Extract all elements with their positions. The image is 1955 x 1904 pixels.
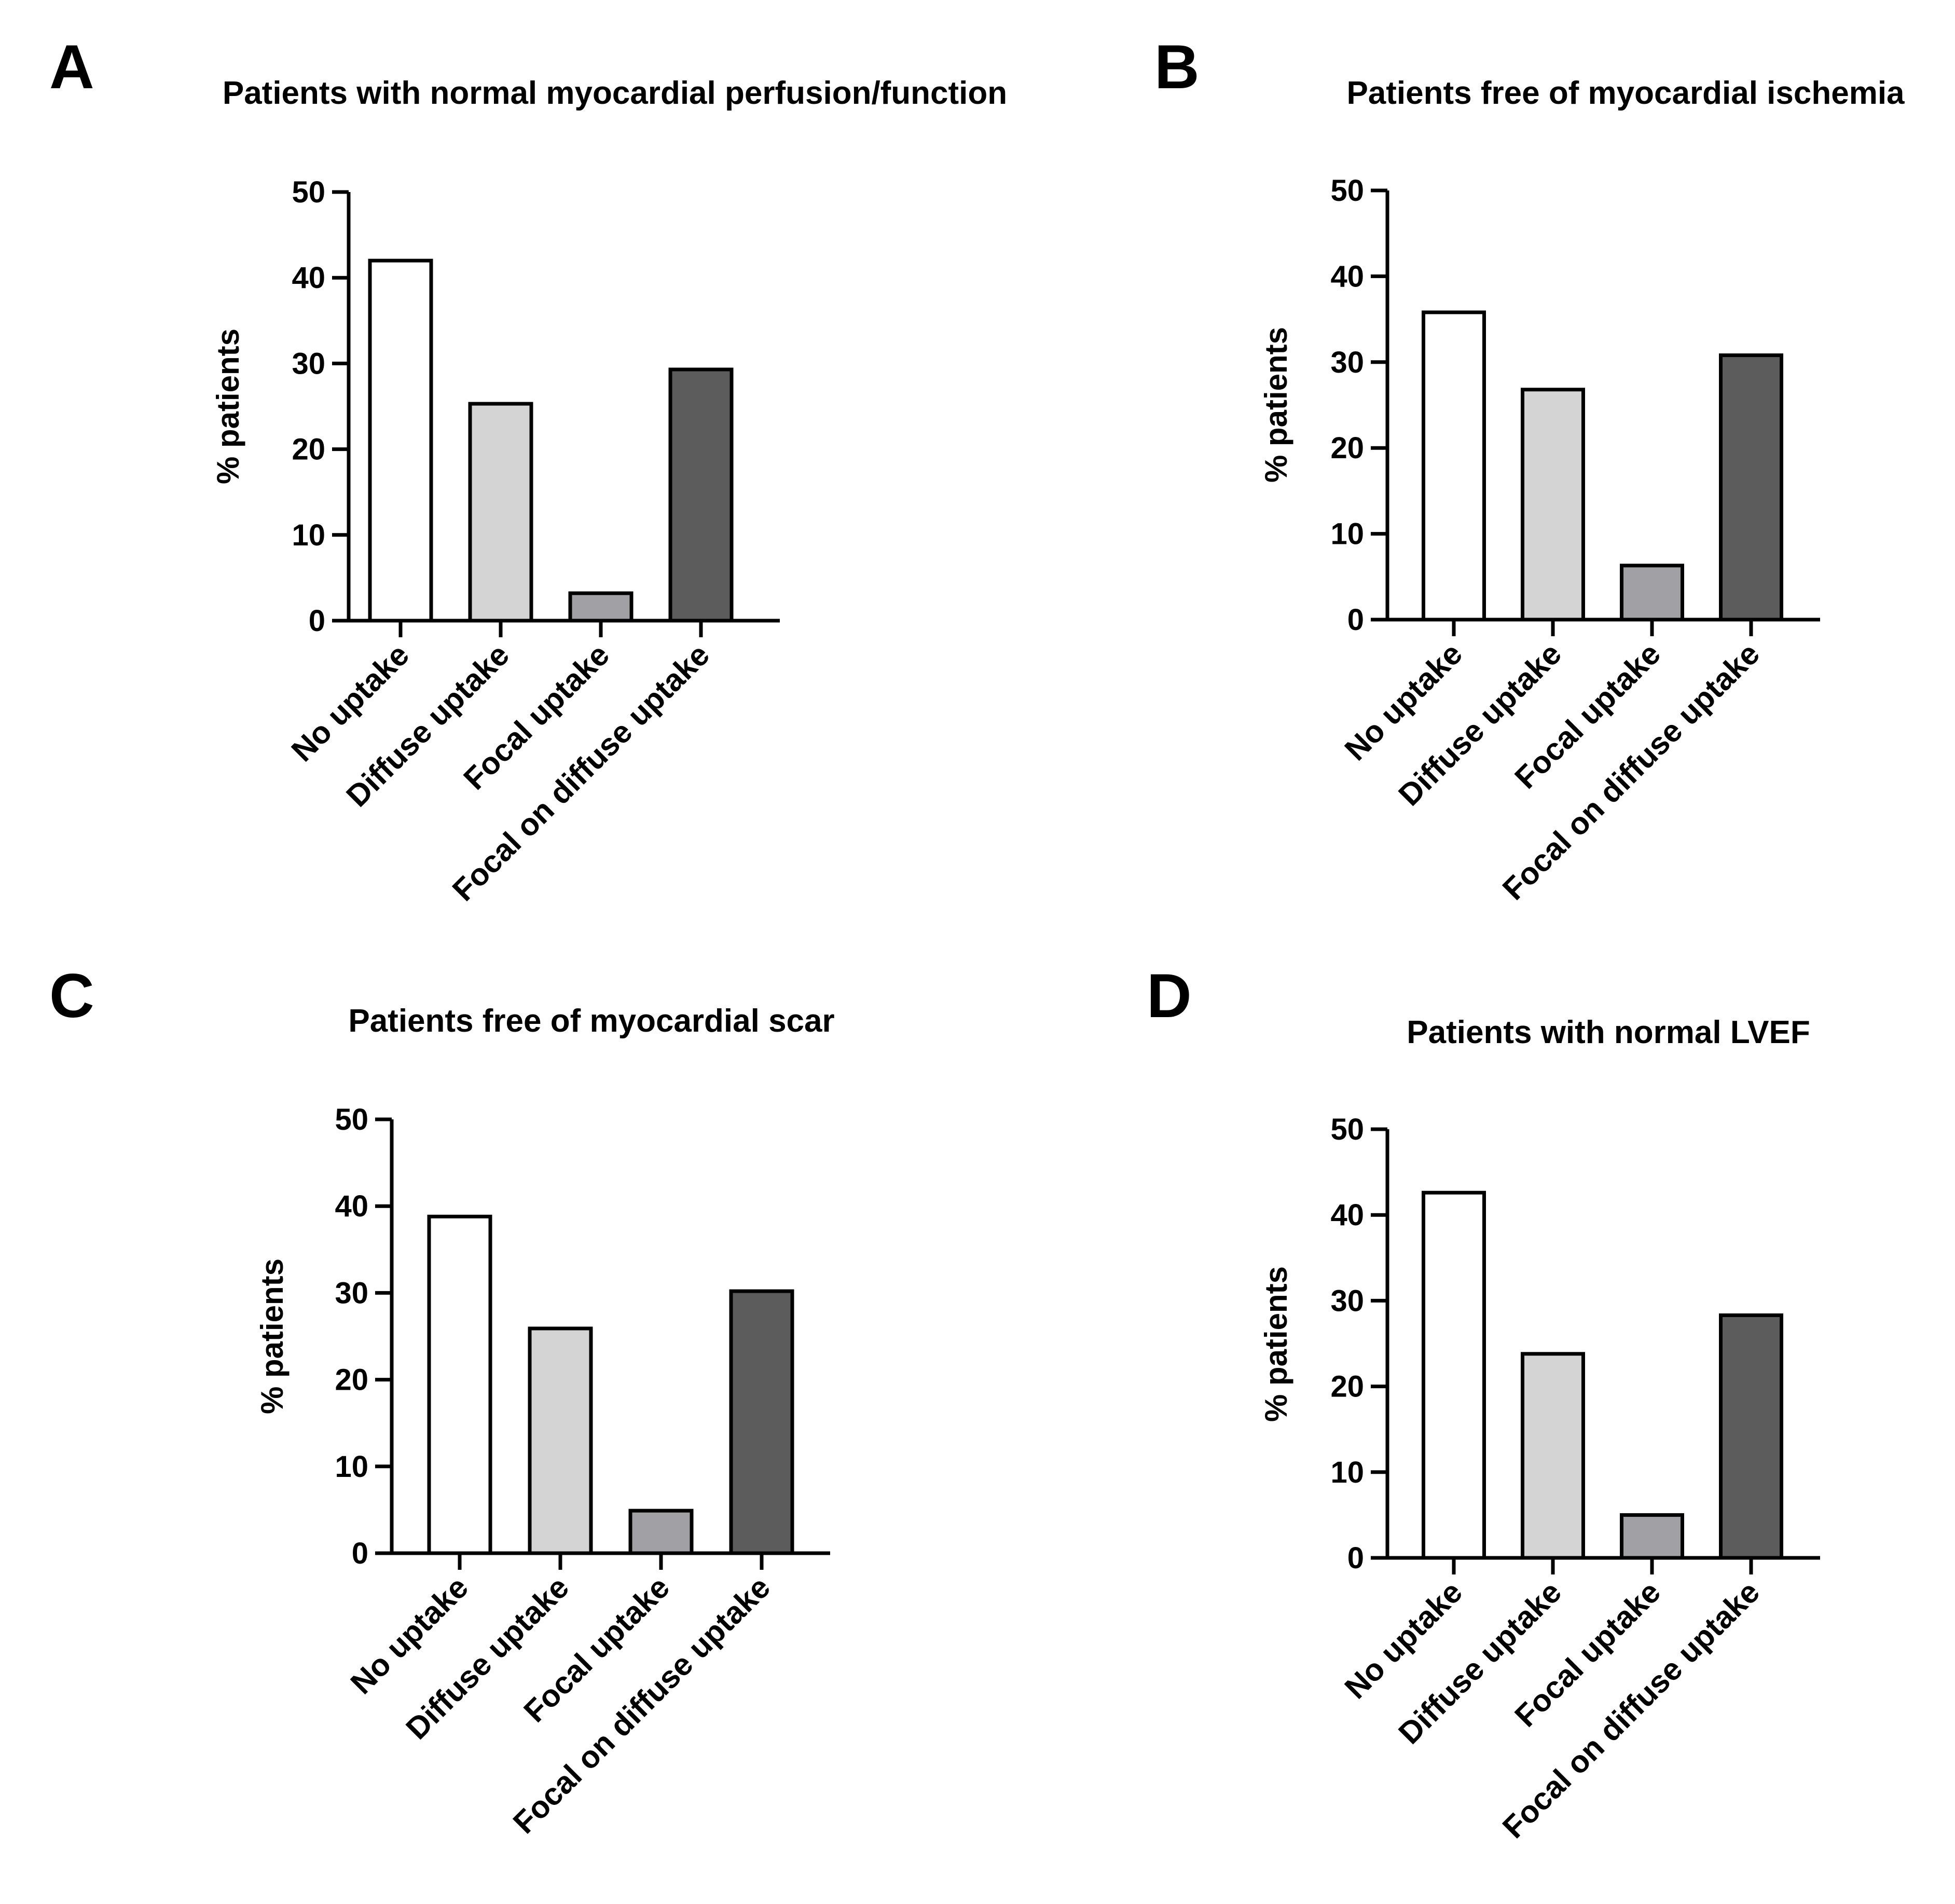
bar-b-1 — [1422, 310, 1486, 622]
bar-b-2 — [1521, 388, 1585, 622]
bar-d-3 — [1620, 1513, 1684, 1560]
y-tick-label-c-40: 40 — [335, 1189, 368, 1223]
panel-letter-b: B — [1154, 32, 1200, 102]
bar-a-4 — [668, 367, 734, 623]
chart-title-c: Patients free of myocardial scar — [348, 1003, 834, 1039]
panel-letter-d: D — [1147, 961, 1192, 1031]
y-axis-label-c: % patients — [255, 1258, 290, 1414]
y-tick-label-b-20: 20 — [1330, 431, 1364, 465]
chart-panel-b: B Patients free of myocardial ischemia 0 10… — [1154, 32, 1905, 907]
chart-title-b: Patients free of myocardial ischemia — [1346, 75, 1905, 111]
bar-c-2 — [528, 1326, 593, 1555]
y-tick-label-d-40: 40 — [1330, 1198, 1364, 1232]
y-tick-label-d-20: 20 — [1330, 1370, 1364, 1404]
chart-title-a: Patients with normal myocardial perfusio… — [223, 75, 1007, 111]
y-tick-label-b-10: 10 — [1330, 517, 1364, 551]
panel-letter-c: C — [49, 961, 94, 1031]
bar-d-1 — [1422, 1190, 1486, 1560]
bar-d-2 — [1521, 1352, 1585, 1560]
chart-title-d: Patients with normal LVEF — [1407, 1015, 1810, 1050]
y-tick-label-c-0: 0 — [352, 1537, 368, 1570]
y-tick-label-c-10: 10 — [335, 1450, 368, 1484]
bar-c-3 — [628, 1509, 694, 1555]
panel-letter-a: A — [49, 32, 94, 102]
y-tick-label-b-30: 30 — [1330, 346, 1364, 379]
y-tick-label-c-30: 30 — [335, 1276, 368, 1310]
y-tick-label-c-50: 50 — [335, 1103, 368, 1136]
y-tick-label-d-10: 10 — [1330, 1456, 1364, 1489]
y-tick-label-d-30: 30 — [1330, 1284, 1364, 1318]
y-tick-label-a-50: 50 — [292, 175, 325, 209]
bar-c-4 — [729, 1289, 794, 1555]
y-tick-label-d-50: 50 — [1330, 1113, 1364, 1146]
y-axis-label-b: % patients — [1259, 327, 1293, 483]
y-tick-label-c-20: 20 — [335, 1363, 368, 1397]
y-tick-label-a-30: 30 — [292, 347, 325, 380]
bar-a-1 — [368, 258, 433, 623]
bar-b-3 — [1620, 564, 1684, 622]
bar-a-2 — [468, 402, 533, 623]
y-tick-label-b-50: 50 — [1330, 174, 1364, 208]
bar-b-4 — [1719, 353, 1783, 622]
chart-panel-a: A Patients with normal myocardial perfusi… — [49, 32, 1007, 908]
bar-a-3 — [568, 591, 634, 623]
y-tick-label-b-40: 40 — [1330, 259, 1364, 293]
y-axis-label-a: % patients — [211, 328, 245, 484]
bar-c-1 — [427, 1214, 492, 1555]
y-axis-label-d: % patients — [1259, 1266, 1293, 1422]
y-tick-label-a-20: 20 — [292, 433, 325, 467]
chart-panel-c: C Patients free of myocardial scar 0 10 20 30… — [49, 961, 835, 1840]
y-tick-label-a-10: 10 — [292, 518, 325, 552]
y-tick-label-a-40: 40 — [292, 261, 325, 295]
y-tick-label-b-0: 0 — [1347, 603, 1364, 637]
y-tick-label-a-0: 0 — [309, 604, 325, 638]
bar-d-4 — [1719, 1313, 1783, 1560]
y-tick-label-d-0: 0 — [1347, 1541, 1364, 1575]
